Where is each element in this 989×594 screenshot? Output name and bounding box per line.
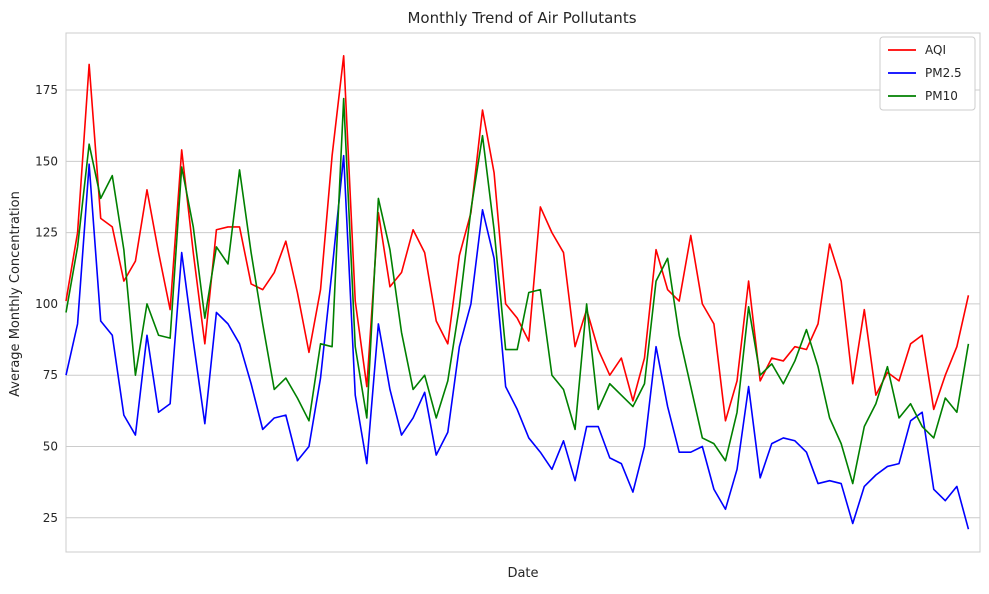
y-tick-label-125: 125: [35, 226, 58, 240]
y-tick-label-100: 100: [35, 297, 58, 311]
x-axis-label: Date: [507, 566, 538, 581]
y-tick-label-75: 75: [43, 368, 58, 382]
legend-item-pm2-5: PM2.5: [888, 66, 962, 80]
legend-item-pm10: PM10: [888, 89, 958, 103]
plot-frame: [65, 32, 981, 553]
series-line-aqi: [65, 55, 970, 422]
y-tick-label-175: 175: [35, 83, 58, 97]
legend-item-aqi: AQI: [888, 43, 946, 57]
y-tick-label-25: 25: [43, 511, 58, 525]
grid-lines: [66, 89, 980, 519]
legend: AQI PM2.5 PM10: [879, 36, 976, 111]
y-tick-labels: 25 50 75 100 125 150 175: [35, 83, 58, 525]
y-tick-label-150: 150: [35, 154, 58, 168]
y-tick-label-50: 50: [43, 439, 58, 453]
legend-label-pm2-5: PM2.5: [925, 66, 962, 80]
legend-label-pm10: PM10: [925, 89, 958, 103]
chart-title: Monthly Trend of Air Pollutants: [407, 9, 636, 27]
legend-label-aqi: AQI: [925, 43, 946, 57]
series-line-pm10: [65, 97, 970, 485]
y-axis-label: Average Monthly Concentration: [8, 191, 23, 397]
series-line-pm2-5: [65, 154, 970, 530]
series-lines: [65, 55, 970, 530]
